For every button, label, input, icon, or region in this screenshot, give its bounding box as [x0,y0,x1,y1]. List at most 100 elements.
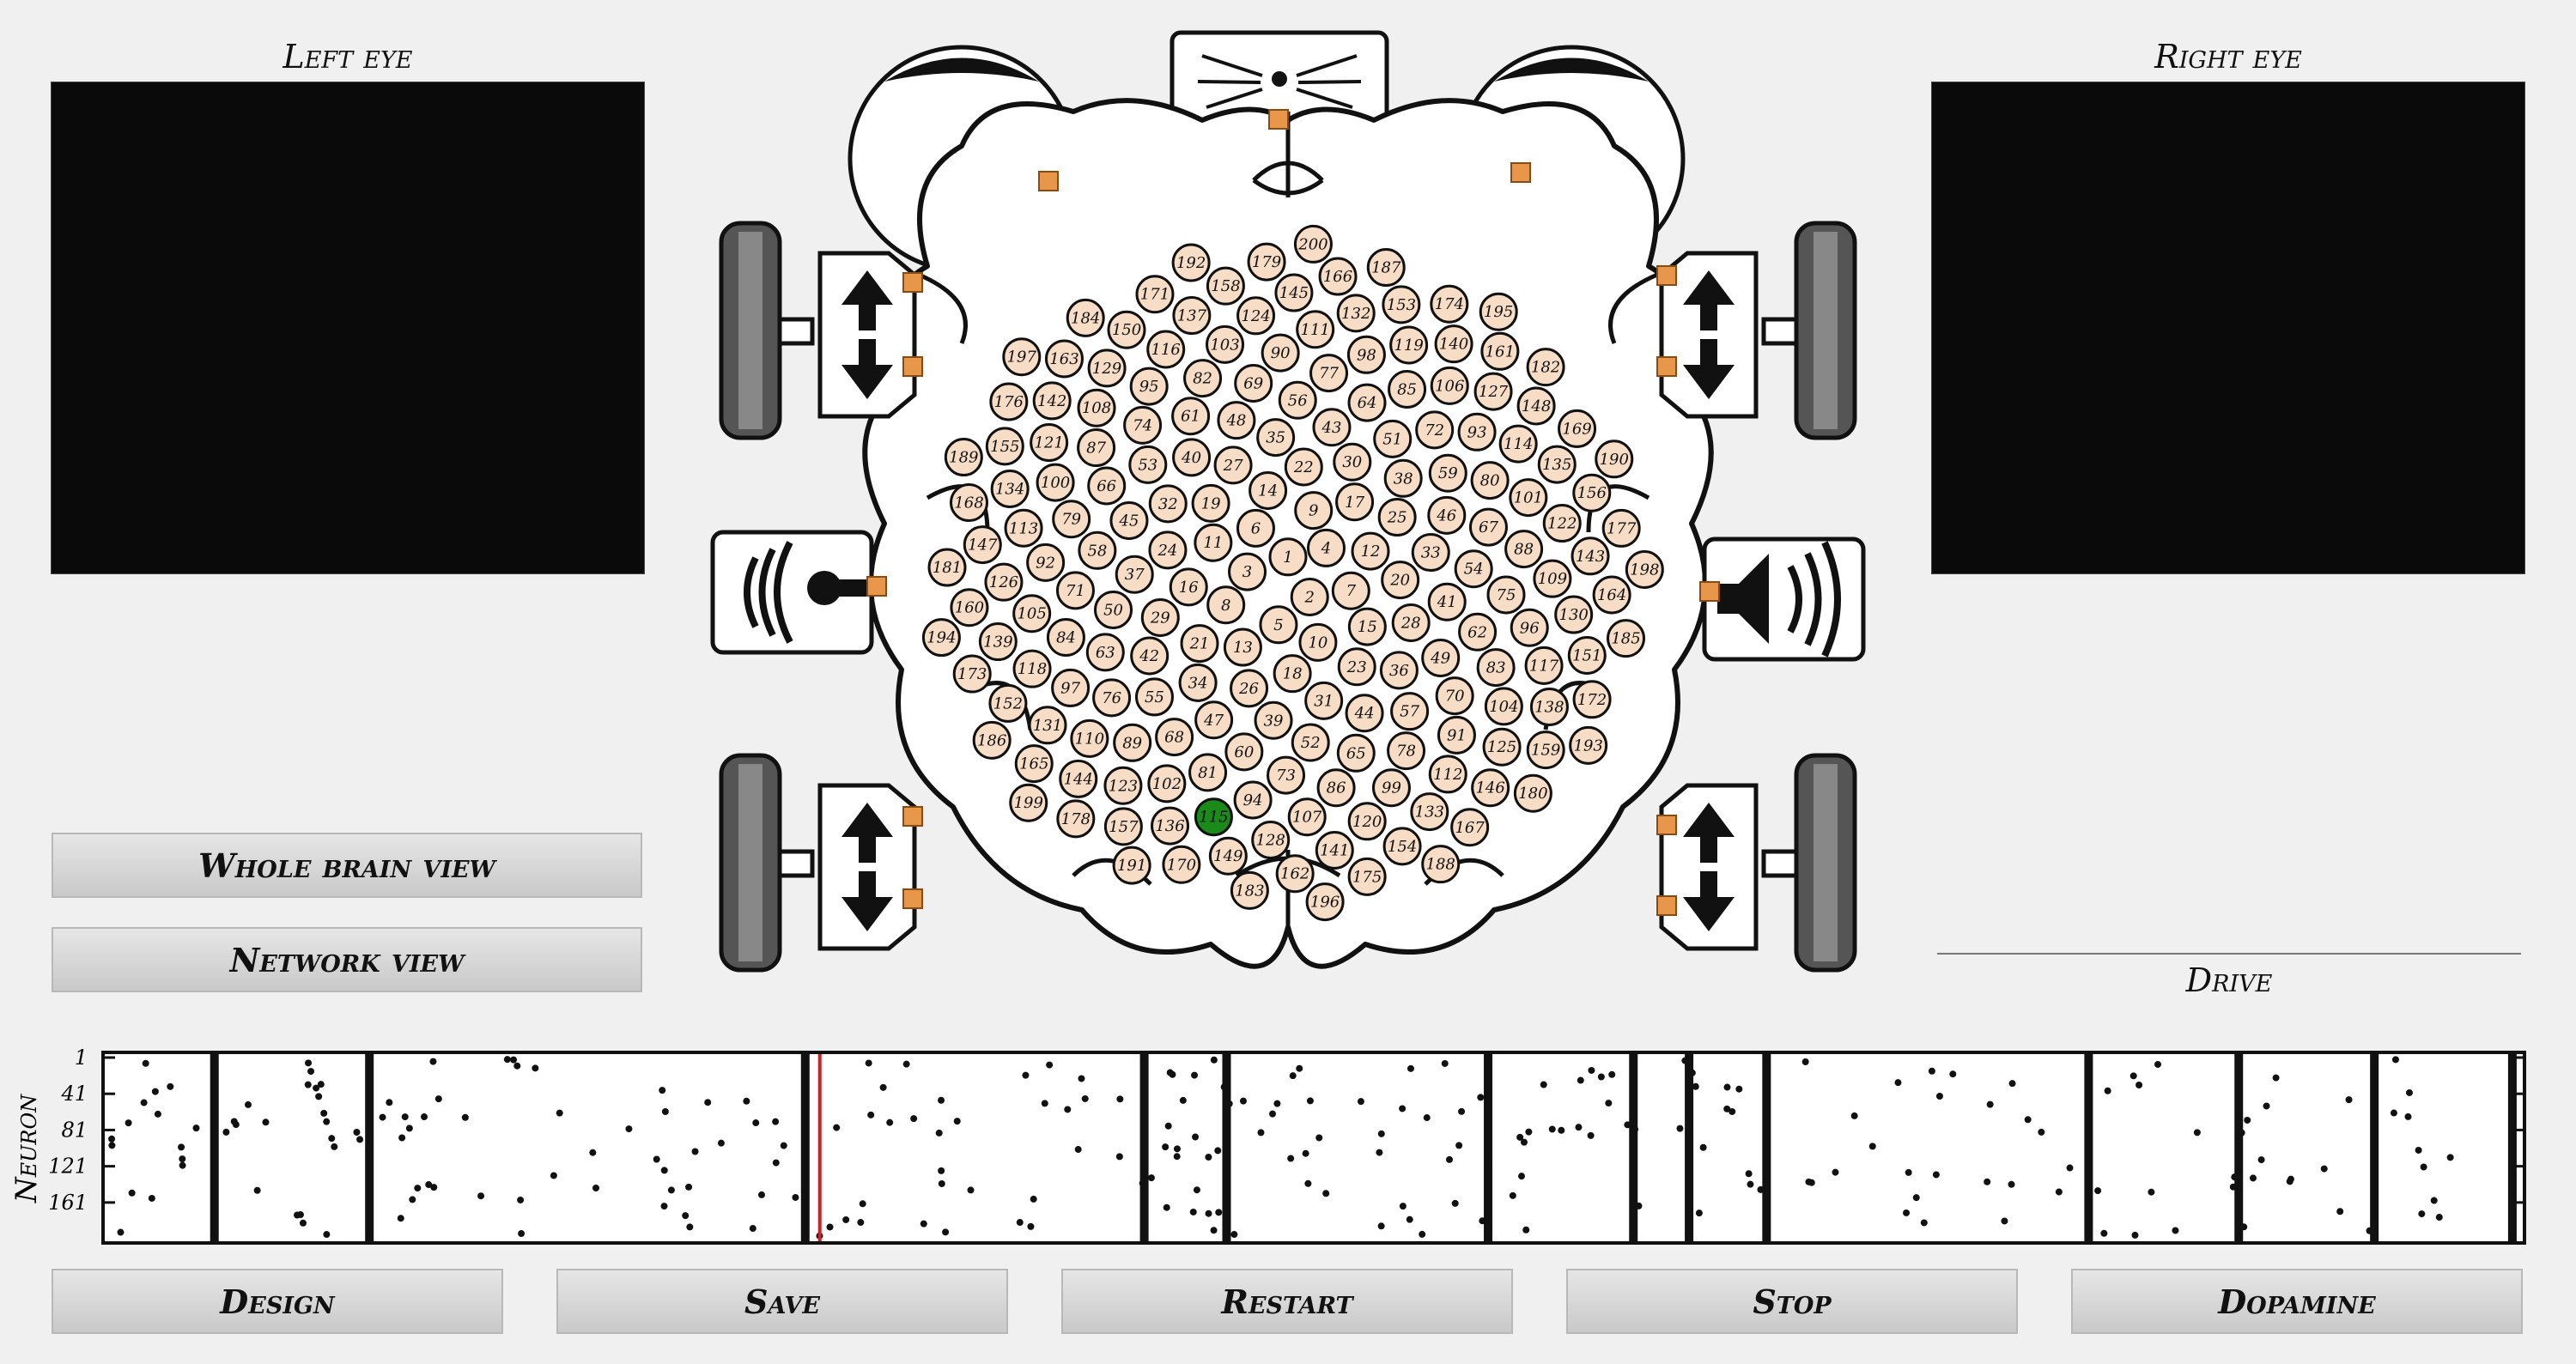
neuron-node[interactable]: 193 [1569,725,1608,765]
neuron-node[interactable]: 85 [1388,370,1427,409]
neuron-node[interactable]: 7 [1331,571,1370,610]
neuron-node[interactable]: 54 [1454,549,1493,589]
neuron-node[interactable]: 59 [1428,453,1467,493]
neuron-node[interactable]: 159 [1526,730,1565,770]
neuron-node[interactable]: 5 [1259,605,1298,645]
neuron-node[interactable]: 163 [1044,339,1084,379]
neuron-node[interactable]: 183 [1230,870,1269,910]
neuron-node[interactable]: 129 [1087,349,1127,388]
neuron-node[interactable]: 181 [927,548,967,587]
neuron-node[interactable]: 10 [1298,622,1338,662]
neuron-node[interactable]: 134 [990,469,1030,508]
neuron-node[interactable]: 18 [1273,654,1312,694]
neuron-node[interactable]: 116 [1146,330,1186,369]
neuron-node[interactable]: 60 [1224,732,1264,772]
neuron-node[interactable]: 111 [1296,310,1335,349]
neuron-node[interactable]: 4 [1306,528,1346,567]
neuron-node[interactable]: 179 [1247,242,1286,282]
neuron-node[interactable]: 107 [1287,797,1327,837]
neuron-node[interactable]: 150 [1107,310,1146,349]
neuron-node[interactable]: 50 [1094,590,1133,629]
neuron-node[interactable]: 15 [1347,607,1387,646]
neuron-node[interactable]: 84 [1046,618,1085,658]
neuron-node[interactable]: 168 [949,483,988,523]
neuron-node[interactable]: 92 [1026,543,1066,582]
neuron-node[interactable]: 63 [1085,633,1125,672]
neuron-node[interactable]: 187 [1366,248,1406,288]
neuron-node[interactable]: 128 [1251,820,1291,859]
neuron-node[interactable]: 52 [1291,723,1330,762]
neuron-node[interactable]: 124 [1236,296,1276,336]
neuron-node[interactable]: 160 [950,588,989,627]
neuron-node[interactable]: 74 [1123,405,1163,445]
neuron-node[interactable]: 125 [1482,727,1522,767]
neuron-node[interactable]: 140 [1434,324,1473,364]
neuron-node[interactable]: 117 [1524,646,1564,685]
neuron-node[interactable]: 48 [1217,401,1256,440]
neuron-node[interactable]: 88 [1504,530,1544,569]
neuron-node[interactable]: 152 [988,683,1028,723]
neuron-node[interactable]: 137 [1172,296,1212,336]
neuron-node[interactable]: 66 [1087,466,1127,506]
neuron-node[interactable]: 8 [1206,585,1246,625]
neuron-node[interactable]: 97 [1051,668,1091,707]
neuron-node[interactable]: 23 [1337,647,1376,687]
neuron-node[interactable]: 114 [1498,424,1538,464]
neuron-node[interactable]: 9 [1294,491,1334,530]
neuron-node[interactable]: 20 [1381,561,1420,600]
neuron-node[interactable]: 22 [1284,447,1323,487]
neuron-node[interactable]: 69 [1234,363,1273,403]
neuron-node[interactable]: 2 [1290,578,1329,617]
neuron-node[interactable]: 112 [1428,755,1467,794]
neuron-node[interactable]: 6 [1236,508,1275,548]
neuron-node[interactable]: 200 [1293,224,1333,264]
neuron-node[interactable]: 1 [1268,537,1308,577]
stop-button[interactable]: Stop [1566,1269,2018,1334]
neuron-node[interactable]: 139 [978,622,1018,662]
neuron-node[interactable]: 32 [1148,484,1188,524]
neuron-node[interactable]: 185 [1607,619,1646,658]
neuron-node[interactable]: 37 [1115,555,1154,594]
neuron-node[interactable]: 131 [1028,706,1067,745]
neuron-node[interactable]: 108 [1077,388,1116,427]
neuron-node[interactable]: 61 [1171,397,1211,436]
neuron-node[interactable]: 198 [1625,549,1664,589]
neuron-node[interactable]: 87 [1077,428,1116,468]
neuron-node[interactable]: 145 [1274,273,1314,312]
neuron-node[interactable]: 120 [1347,802,1387,841]
neuron-node[interactable]: 149 [1208,836,1248,876]
neuron-node[interactable]: 153 [1382,285,1421,324]
neuron-node[interactable]: 100 [1036,463,1075,502]
neuron-node[interactable]: 119 [1389,325,1429,365]
neuron-node[interactable]: 192 [1171,243,1211,282]
neuron-node[interactable]: 165 [1014,744,1054,784]
neuron-node[interactable]: 115 [1194,797,1233,837]
neuron-node[interactable]: 195 [1479,292,1518,331]
neuron-node[interactable]: 157 [1103,807,1143,846]
neuron-node[interactable]: 144 [1059,759,1098,798]
neuron-node[interactable]: 103 [1206,324,1245,364]
neuron-node[interactable]: 194 [921,618,961,658]
neuron-node[interactable]: 99 [1371,768,1411,808]
neuron-node[interactable]: 36 [1379,651,1419,690]
neuron-node[interactable]: 34 [1178,663,1218,702]
neuron-node[interactable]: 166 [1318,257,1358,296]
neuron-node[interactable]: 146 [1471,768,1510,808]
neuron-node[interactable]: 123 [1103,766,1143,805]
neuron-node[interactable]: 136 [1151,806,1190,846]
network-view-button[interactable]: Network view [52,927,642,992]
neuron-node[interactable]: 31 [1304,681,1344,720]
neuron-node[interactable]: 94 [1233,780,1273,820]
neuron-node[interactable]: 79 [1052,500,1091,539]
neuron-node[interactable]: 169 [1558,409,1597,448]
neuron-node[interactable]: 39 [1254,700,1293,740]
neuron-node[interactable]: 65 [1336,733,1376,773]
neuron-node[interactable]: 13 [1223,627,1262,667]
neuron-node[interactable]: 3 [1228,552,1267,591]
neuron-node[interactable]: 184 [1066,298,1105,337]
neuron-node[interactable]: 17 [1335,482,1375,522]
neuron-node[interactable]: 89 [1113,723,1152,762]
neuron-node[interactable]: 73 [1267,755,1306,795]
neuron-node[interactable]: 127 [1473,372,1513,411]
neuron-node[interactable]: 101 [1509,478,1548,518]
